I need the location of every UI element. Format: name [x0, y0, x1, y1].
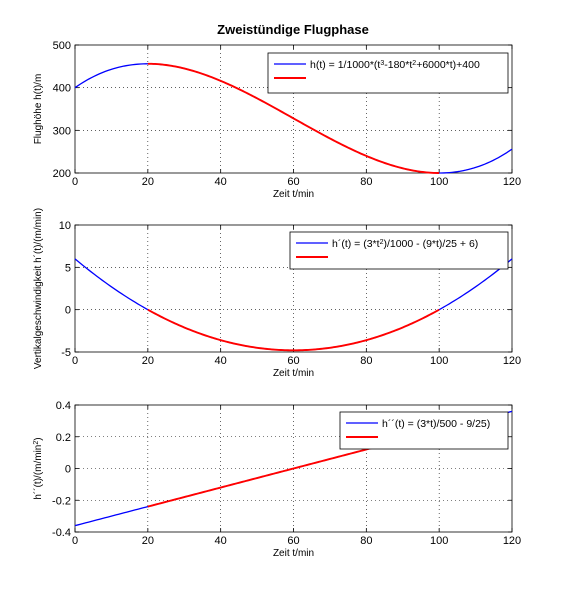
x-tick-label: 60	[287, 176, 299, 188]
x-tick-label: 0	[72, 176, 78, 188]
legend-box	[289, 231, 509, 270]
x-tick-label: 80	[360, 355, 372, 367]
y-tick-label: 0	[65, 464, 71, 476]
x-tick-label: 100	[430, 355, 448, 367]
x-tick-label: 80	[360, 176, 372, 188]
y-tick-label: 0.2	[56, 432, 71, 444]
x-tick-label: 120	[503, 176, 521, 188]
y-axis-label: Flughöhe h(t)/m	[33, 74, 44, 145]
subplot-3: 0 20 40 60 80 100 120 -0.4 -0.2 0 0.2 0.4 h´´(t) = (…	[32, 400, 521, 559]
x-tick-label: 120	[503, 535, 521, 547]
x-axis-label: Zeit t/min	[273, 368, 314, 379]
y-tick-label: 200	[53, 168, 71, 180]
y-axis-label: h´´(t)/(m/min2)	[32, 437, 44, 499]
y-tick-label: 10	[59, 220, 71, 232]
legend-box	[267, 52, 509, 94]
y-tick-label: 5	[65, 262, 71, 274]
x-tick-label: 100	[430, 535, 448, 547]
y-tick-label: 500	[53, 40, 71, 52]
legend-entry-1: h(t) = 1/1000*(t3-180*t2+6000*t)+400	[310, 59, 480, 71]
legend: h´´(t) = (3*t)/500 - 9/25)	[339, 411, 509, 450]
x-tick-label: 40	[215, 535, 227, 547]
x-tick-label: 0	[72, 535, 78, 547]
subplot-1: 0 20 40 60 80 100 120 200 300 400 500 h(t) = 1/1000…	[33, 40, 521, 200]
x-tick-label: 20	[142, 176, 154, 188]
y-axis-label: Vertikalgeschwindigkeit h´(t)/(m/min)	[32, 208, 44, 369]
x-axis-label: Zeit t/min	[273, 189, 314, 200]
figure-title: Zweistündige Flugphase	[217, 22, 369, 37]
x-tick-label: 40	[215, 176, 227, 188]
x-tick-label: 60	[287, 535, 299, 547]
legend-entry-1: h´´(t) = (3*t)/500 - 9/25)	[382, 418, 490, 430]
y-tick-label: -0.2	[52, 495, 71, 507]
y-tick-label: 0.4	[56, 400, 71, 412]
y-tick-label: 300	[53, 125, 71, 137]
x-tick-label: 20	[142, 535, 154, 547]
x-tick-label: 60	[287, 355, 299, 367]
y-tick-label: 0	[65, 305, 71, 317]
x-tick-label: 20	[142, 355, 154, 367]
y-tick-label: -0.4	[52, 527, 71, 539]
series-line-2	[147, 308, 440, 352]
x-tick-label: 120	[503, 355, 521, 367]
legend: h´(t) = (3*t2)/1000 - (9*t)/25 + 6)	[289, 231, 509, 270]
x-tick-label: 0	[72, 355, 78, 367]
x-tick-label: 100	[430, 176, 448, 188]
legend: h(t) = 1/1000*(t3-180*t2+6000*t)+400	[267, 52, 509, 94]
y-tick-label: -5	[61, 347, 71, 359]
x-tick-label: 80	[360, 535, 372, 547]
legend-box	[339, 411, 509, 450]
series-line-2	[147, 62, 440, 174]
x-tick-label: 40	[215, 355, 227, 367]
x-axis-label: Zeit t/min	[273, 548, 314, 559]
y-tick-label: 400	[53, 83, 71, 95]
legend-entry-1: h´(t) = (3*t2)/1000 - (9*t)/25 + 6)	[332, 238, 478, 250]
